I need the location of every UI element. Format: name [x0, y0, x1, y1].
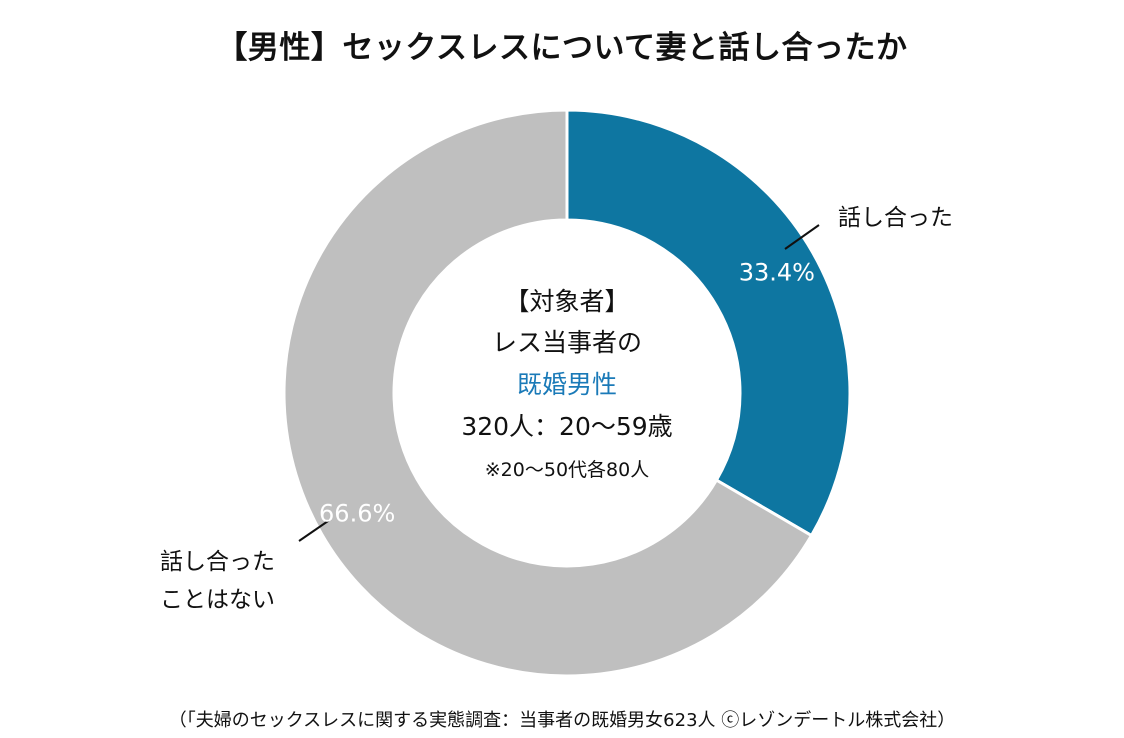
- slice-label-not-talked-line2: ことはない: [160, 587, 275, 613]
- slice-value-label-1: 66.6%: [319, 500, 395, 528]
- leader-line-not-talked: [298, 518, 332, 542]
- center-note: ※20〜50代各80人: [484, 459, 650, 481]
- donut-slices: [282, 108, 852, 678]
- center-highlight-line: 既婚男性: [516, 370, 617, 399]
- source-note: （「夫婦のセックスレスに関する実態調査：当事者の既婚男女623人 ⓒレゾンデート…: [168, 710, 956, 731]
- donut-slice-1: [282, 108, 814, 678]
- leader-lines: [298, 224, 820, 542]
- center-heading: 【対象者】: [504, 287, 630, 316]
- slice-value-label-0: 33.4%: [739, 258, 815, 286]
- slice-label-not-talked-line1: 話し合った: [160, 549, 275, 575]
- donut-slice-0: [565, 108, 852, 538]
- leader-line-talked: [784, 224, 820, 250]
- center-count-line: 320人：20〜59歳: [461, 412, 673, 441]
- center-subject-line: レス当事者の: [491, 328, 642, 357]
- slice-label-talked: 話し合った: [838, 205, 953, 231]
- slice-value-labels: 33.4% 66.6%: [319, 258, 815, 527]
- chart-title: 【男性】セックスレスについて妻と話し合ったか: [216, 30, 908, 66]
